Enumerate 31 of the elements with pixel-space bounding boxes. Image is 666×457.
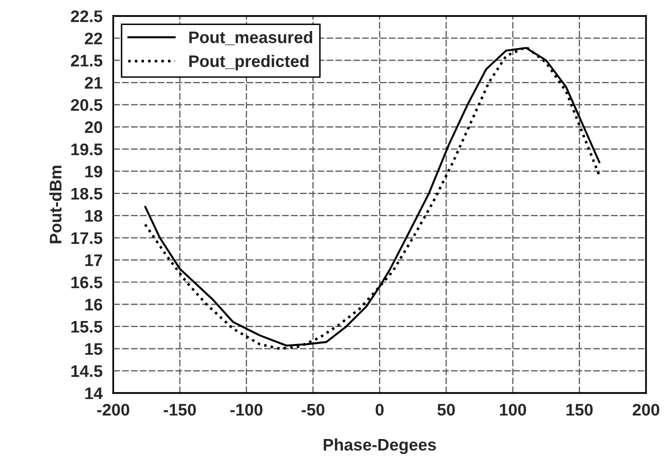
x-tick-label: -50 (302, 404, 324, 416)
x-axis-title: Phase-Degees (324, 438, 436, 454)
y-tick-label: 19.5 (71, 143, 102, 156)
y-tick-label: 15.5 (71, 321, 102, 333)
y-tick-label: 15 (85, 343, 102, 355)
x-tick-label: 100 (500, 404, 526, 416)
y-tick-label: 17.5 (71, 232, 102, 244)
y-tick-label: 14 (85, 388, 103, 400)
y-tick-label: 22.5 (70, 10, 102, 22)
x-tick-label: 150 (566, 404, 593, 416)
legend-label: Pout_measured (189, 30, 312, 46)
y-tick-label: 18 (85, 210, 102, 222)
y-tick-label: 20 (84, 121, 102, 134)
y-tick-label: 20.5 (70, 99, 102, 111)
y-tick-label: 17 (85, 254, 102, 266)
y-tick-label: 16 (85, 298, 102, 311)
y-tick-label: 21 (84, 76, 102, 89)
y-tick-label: 21.5 (70, 54, 102, 67)
x-tick-label: 50 (437, 404, 455, 416)
x-tick-label: -100 (230, 404, 262, 416)
y-tick-label: 14.5 (71, 365, 102, 378)
x-tick-label: 200 (632, 404, 660, 416)
y-axis-title: Pout-dBm (49, 166, 62, 244)
y-tick-label: 22 (84, 32, 102, 44)
y-tick-label: 19 (85, 166, 102, 178)
legend-label: Pout_predicted (189, 54, 308, 70)
x-tick-label: -200 (97, 404, 130, 416)
y-tick-label: 18.5 (71, 188, 102, 200)
x-tick-label: 0 (376, 404, 384, 416)
y-tick-label: 16.5 (71, 276, 102, 288)
x-tick-label: -150 (164, 404, 196, 416)
